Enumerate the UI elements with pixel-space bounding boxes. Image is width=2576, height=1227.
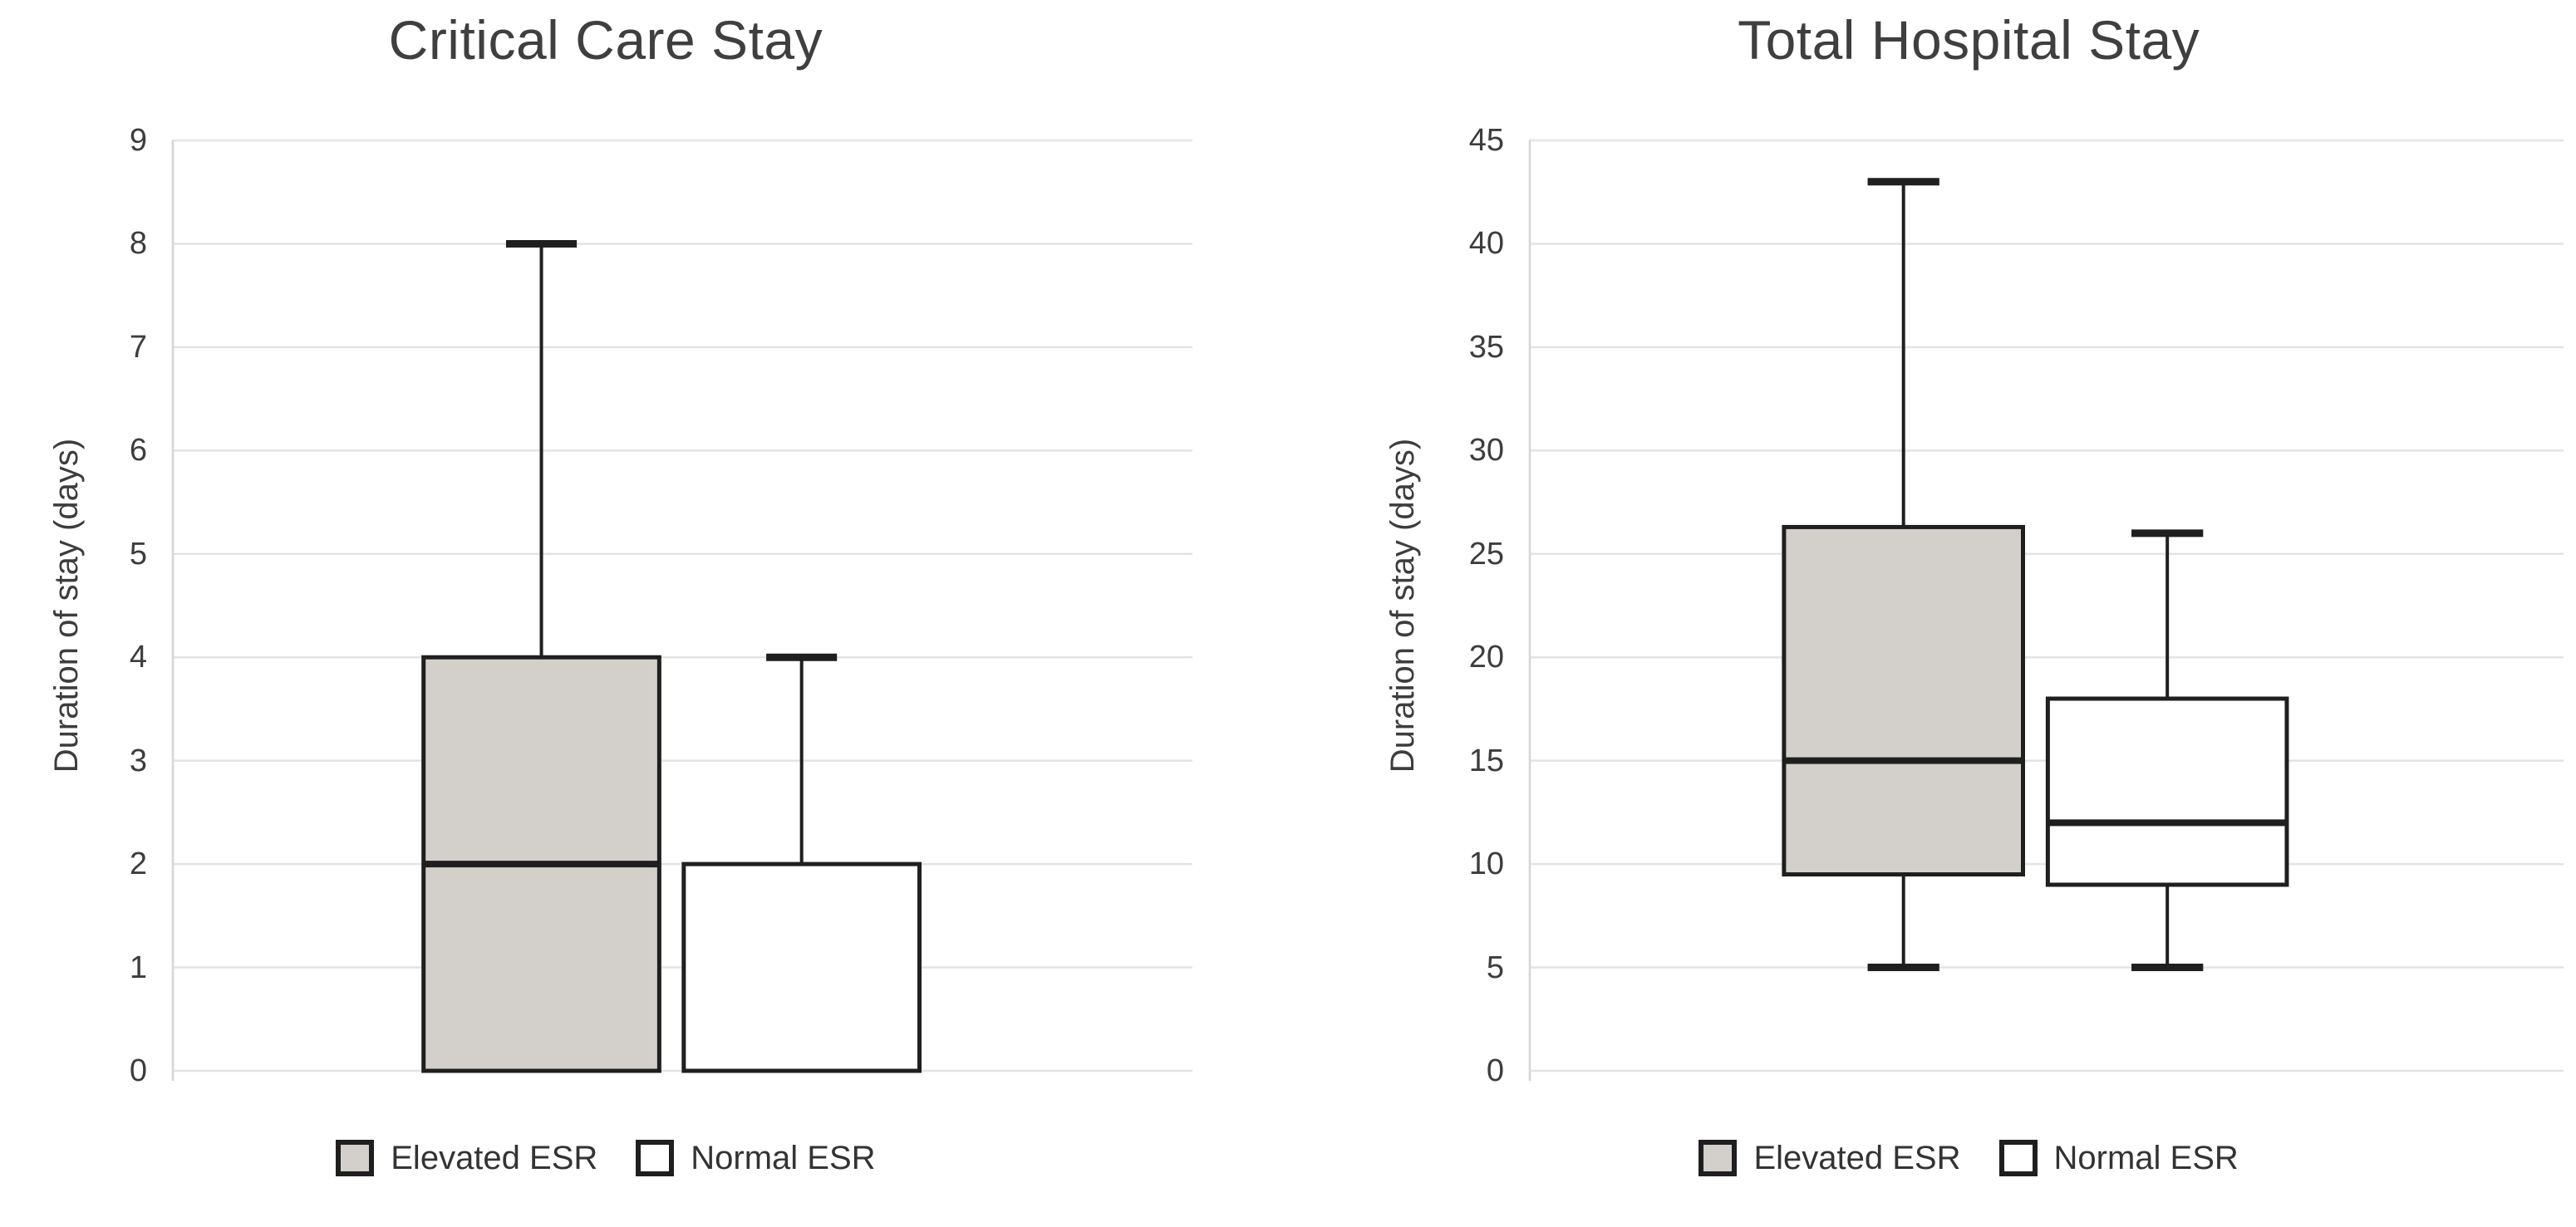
y-tick-label: 20 <box>1468 640 1504 675</box>
y-tick-label: 0 <box>129 1053 147 1088</box>
y-tick-label: 35 <box>1468 329 1504 365</box>
legend-item-elevated-esr: Elevated ESR <box>336 1140 597 1177</box>
legend-label: Normal ESR <box>2053 1139 2239 1176</box>
y-tick-label: 8 <box>129 226 147 262</box>
box-normal-esr <box>681 861 922 1073</box>
plot-area <box>171 139 1192 1081</box>
y-tick-label: 30 <box>1468 433 1504 469</box>
box-normal-esr <box>2045 696 2289 887</box>
legend-item-normal-esr: Normal ESR <box>1998 1139 2239 1177</box>
y-tick-label: 45 <box>1468 123 1504 158</box>
legend-label: Normal ESR <box>691 1139 876 1176</box>
legend-item-elevated-esr: Elevated ESR <box>1698 1139 1961 1177</box>
y-tick-label: 7 <box>129 329 147 365</box>
legend-label: Elevated ESR <box>391 1139 598 1176</box>
box-elevated-esr <box>1782 524 2025 877</box>
y-tick-label: 40 <box>1468 226 1504 262</box>
y-tick-label: 0 <box>1486 1053 1504 1088</box>
y-tick-label: 25 <box>1468 536 1504 572</box>
plot-area <box>1528 139 2564 1081</box>
chart-panel-critical-care-stay: Critical Care Stay Duration of stay (day… <box>48 9 1192 1185</box>
legend: Elevated ESR Normal ESR <box>172 1131 1040 1185</box>
y-tick-label: 15 <box>1468 743 1504 778</box>
chart-title: Critical Care Stay <box>388 9 823 71</box>
y-axis-title: Duration of stay (days) <box>1384 438 1421 773</box>
y-tick-label: 6 <box>129 433 147 469</box>
legend-label: Elevated ESR <box>1753 1139 1961 1176</box>
y-tick-label: 3 <box>129 743 147 778</box>
elevated-esr-swatch <box>336 1140 375 1176</box>
y-tick-label: 10 <box>1468 847 1504 882</box>
chart-panel-total-hospital-stay: Total Hospital Stay Duration of stay (da… <box>1288 0 2576 1227</box>
normal-esr-swatch <box>1998 1140 2038 1176</box>
y-tick-label: 1 <box>129 950 147 985</box>
legend-item-normal-esr: Normal ESR <box>636 1139 876 1177</box>
y-tick-label: 4 <box>129 640 147 675</box>
y-tick-label: 5 <box>1486 950 1504 985</box>
y-tick-label: 9 <box>129 123 147 158</box>
legend: Elevated ESR Normal ESR <box>1529 1131 2408 1185</box>
y-tick-label: 5 <box>129 536 147 572</box>
y-axis-title: Duration of stay (days) <box>48 438 85 773</box>
y-tick-label: 2 <box>129 847 147 882</box>
normal-esr-swatch <box>636 1140 675 1176</box>
chart-title: Total Hospital Stay <box>1738 9 2200 71</box>
elevated-esr-swatch <box>1698 1140 1738 1176</box>
